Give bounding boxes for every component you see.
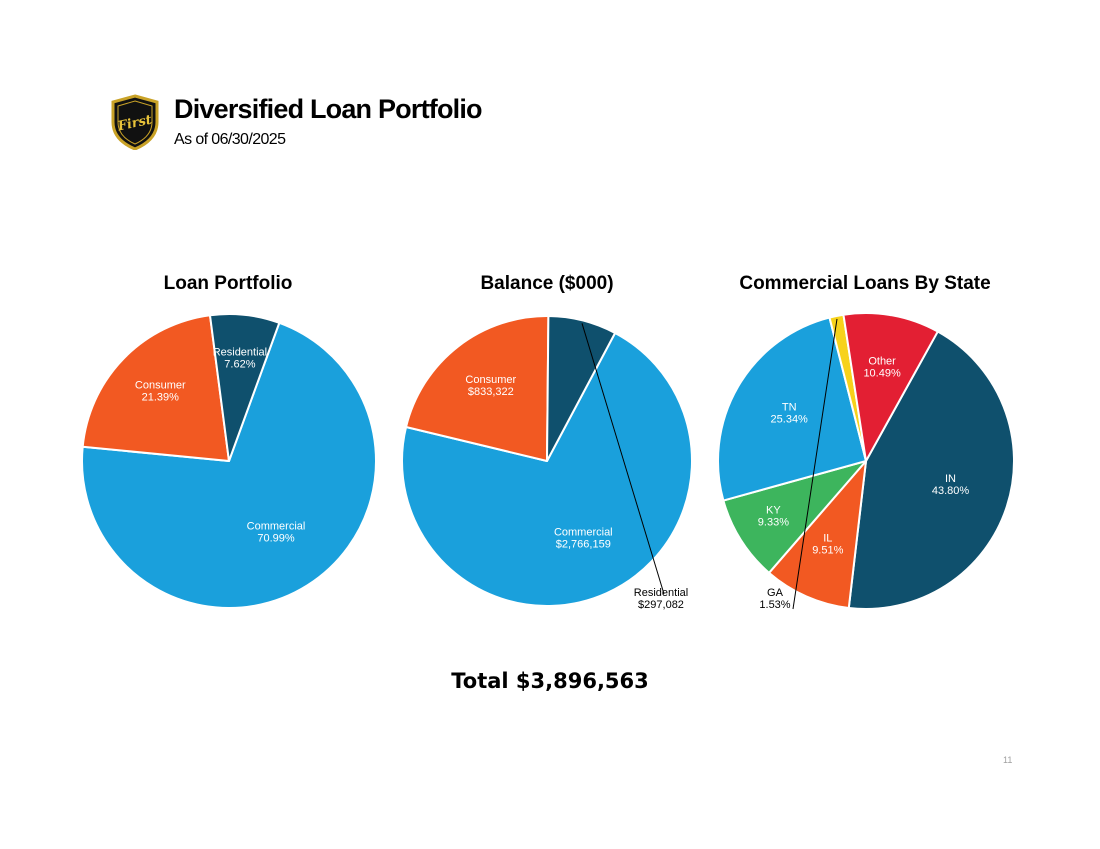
state-label-name-in: IN xyxy=(945,473,956,485)
loan-portfolio-slice-residential xyxy=(208,313,281,462)
state-label-other: Other 10.49% xyxy=(863,356,901,380)
state-label-value-in: 43.80% xyxy=(932,485,970,497)
balance-label-name-residential: Residential xyxy=(634,587,688,599)
balance-chart-title: Balance ($000) xyxy=(480,273,614,294)
state-label-in: IN 43.80% xyxy=(932,473,970,497)
loan-portfolio-slice-consumer xyxy=(81,314,230,462)
state-chart-title: Commercial Loans By State xyxy=(739,273,991,294)
state-slice-in xyxy=(847,330,1015,610)
state-label-name-il: IL xyxy=(823,533,832,545)
loan-portfolio-label-commercial: Commercial 70.99% xyxy=(247,521,306,545)
loan-portfolio-label-residential: Residential 7.62% xyxy=(213,347,267,371)
state-label-value-other: 10.49% xyxy=(863,368,901,380)
total-balance: Total $3,896,563 xyxy=(451,669,649,693)
loan-portfolio-label-value-consumer: 21.39% xyxy=(142,392,180,404)
state-slice-other xyxy=(842,312,939,462)
loan-portfolio-chart-title: Loan Portfolio xyxy=(163,273,293,294)
state-label-ky: KY 9.33% xyxy=(758,505,789,529)
loan-portfolio-label-value-residential: 7.62% xyxy=(224,359,255,371)
state-label-value-ky: 9.33% xyxy=(758,517,789,529)
state-label-name-other: Other xyxy=(868,356,896,368)
balance-label-commercial: Commercial $2,766,159 xyxy=(554,527,613,551)
loan-portfolio-label-consumer: Consumer 21.39% xyxy=(135,380,186,404)
state-label-il: IL 9.51% xyxy=(812,533,843,557)
state-slice-tn xyxy=(717,316,867,502)
balance-slice-commercial xyxy=(401,331,693,607)
balance-label-value-residential: $297,082 xyxy=(638,599,684,611)
loan-portfolio-label-name-residential: Residential xyxy=(213,347,267,359)
balance-slice-residential xyxy=(546,315,617,462)
state-slice-ky xyxy=(722,460,867,574)
balance-label-residential: Residential $297,082 xyxy=(634,587,688,611)
bank-logo-shield-icon: First xyxy=(111,94,159,150)
state-label-name-ky: KY xyxy=(766,505,781,517)
page-title: Diversified Loan Portfolio xyxy=(174,94,483,124)
state-label-value-ga: 1.53% xyxy=(759,599,790,611)
state-slice-il xyxy=(768,460,867,609)
balance-slice-consumer xyxy=(405,315,550,462)
balance-label-name-commercial: Commercial xyxy=(554,527,613,539)
loan-portfolio-label-name-commercial: Commercial xyxy=(247,521,306,533)
balance-label-consumer: Consumer $833,322 xyxy=(465,374,516,398)
state-label-value-il: 9.51% xyxy=(812,545,843,557)
state-label-ga: GA 1.53% xyxy=(759,587,790,611)
state-label-value-tn: 25.34% xyxy=(771,413,809,425)
balance-label-name-consumer: Consumer xyxy=(465,374,516,386)
state-leader-ga xyxy=(792,318,838,610)
state-label-name-tn: TN xyxy=(782,401,797,413)
balance-label-value-commercial: $2,766,159 xyxy=(556,539,611,551)
balance-leader-residential xyxy=(581,323,665,595)
loan-portfolio-label-name-consumer: Consumer xyxy=(135,380,186,392)
logo-text: First xyxy=(116,113,154,135)
state-label-name-ga: GA xyxy=(767,587,784,599)
balance-label-value-consumer: $833,322 xyxy=(468,386,514,398)
state-label-tn: TN 25.34% xyxy=(771,401,809,425)
page-number: 11 xyxy=(1003,755,1013,765)
page-subtitle: As of 06/30/2025 xyxy=(174,131,286,148)
loan-portfolio-slice-commercial xyxy=(81,321,377,609)
loan-portfolio-label-value-commercial: 70.99% xyxy=(257,533,295,545)
